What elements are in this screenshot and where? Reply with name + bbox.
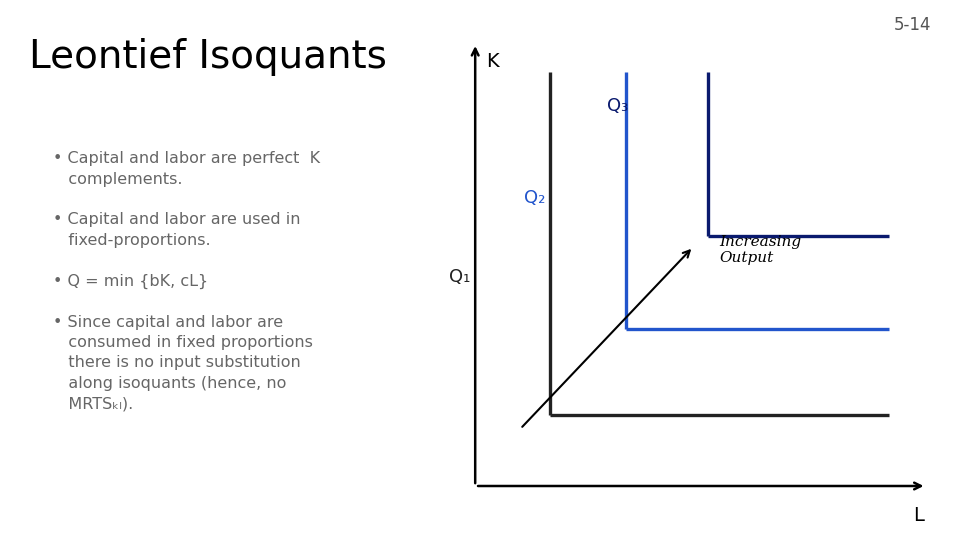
Text: Increasing
Output: Increasing Output (720, 235, 802, 266)
Text: K: K (487, 52, 499, 71)
Text: Q₂: Q₂ (524, 190, 545, 207)
Text: Q₃: Q₃ (607, 97, 628, 114)
Text: 5-14: 5-14 (894, 16, 931, 34)
Text: Q₁: Q₁ (449, 268, 470, 286)
Text: Leontief Isoquants: Leontief Isoquants (29, 38, 387, 76)
Text: • Capital and labor are perfect  K
   complements.

• Capital and labor are used: • Capital and labor are perfect K comple… (53, 151, 320, 411)
Text: L: L (913, 506, 924, 525)
